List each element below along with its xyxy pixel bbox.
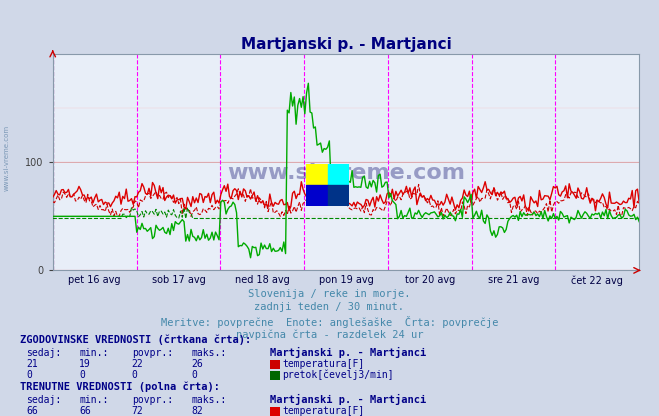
Text: 19: 19: [79, 359, 91, 369]
Text: Martjanski p. - Martjanci: Martjanski p. - Martjanci: [270, 394, 426, 405]
Text: 66: 66: [26, 406, 38, 416]
Text: pretok[čevelj3/min]: pretok[čevelj3/min]: [282, 369, 393, 380]
Text: 21: 21: [26, 359, 38, 369]
Text: www.si-vreme.com: www.si-vreme.com: [3, 125, 10, 191]
Text: 0: 0: [26, 370, 32, 380]
Text: navpična črta - razdelek 24 ur: navpična črta - razdelek 24 ur: [236, 329, 423, 339]
Title: Martjanski p. - Martjanci: Martjanski p. - Martjanci: [241, 37, 451, 52]
Text: 66: 66: [79, 406, 91, 416]
Text: Martjanski p. - Martjanci: Martjanski p. - Martjanci: [270, 347, 426, 358]
Bar: [306, 185, 328, 206]
Text: ZGODOVINSKE VREDNOSTI (črtkana črta):: ZGODOVINSKE VREDNOSTI (črtkana črta):: [20, 335, 251, 345]
Text: maks.:: maks.:: [191, 395, 226, 405]
Bar: [328, 164, 349, 185]
Text: 0: 0: [132, 370, 138, 380]
Text: povpr.:: povpr.:: [132, 395, 173, 405]
Text: maks.:: maks.:: [191, 348, 226, 358]
Text: 0: 0: [79, 370, 85, 380]
Text: 0: 0: [191, 370, 197, 380]
Text: Meritve: povprečne  Enote: anglešaške  Črta: povprečje: Meritve: povprečne Enote: anglešaške Črt…: [161, 316, 498, 328]
Text: min.:: min.:: [79, 348, 109, 358]
Text: TRENUTNE VREDNOSTI (polna črta):: TRENUTNE VREDNOSTI (polna črta):: [20, 382, 219, 392]
Text: sedaj:: sedaj:: [26, 395, 61, 405]
Text: 26: 26: [191, 359, 203, 369]
Bar: [328, 185, 349, 206]
Text: Slovenija / reke in morje.: Slovenija / reke in morje.: [248, 289, 411, 299]
Bar: [306, 164, 328, 185]
Text: zadnji teden / 30 minut.: zadnji teden / 30 minut.: [254, 302, 405, 312]
Text: 82: 82: [191, 406, 203, 416]
Text: sedaj:: sedaj:: [26, 348, 61, 358]
Text: 22: 22: [132, 359, 144, 369]
Text: temperatura[F]: temperatura[F]: [282, 359, 364, 369]
Text: min.:: min.:: [79, 395, 109, 405]
Text: www.si-vreme.com: www.si-vreme.com: [227, 163, 465, 183]
Text: temperatura[F]: temperatura[F]: [282, 406, 364, 416]
Text: 72: 72: [132, 406, 144, 416]
Text: povpr.:: povpr.:: [132, 348, 173, 358]
